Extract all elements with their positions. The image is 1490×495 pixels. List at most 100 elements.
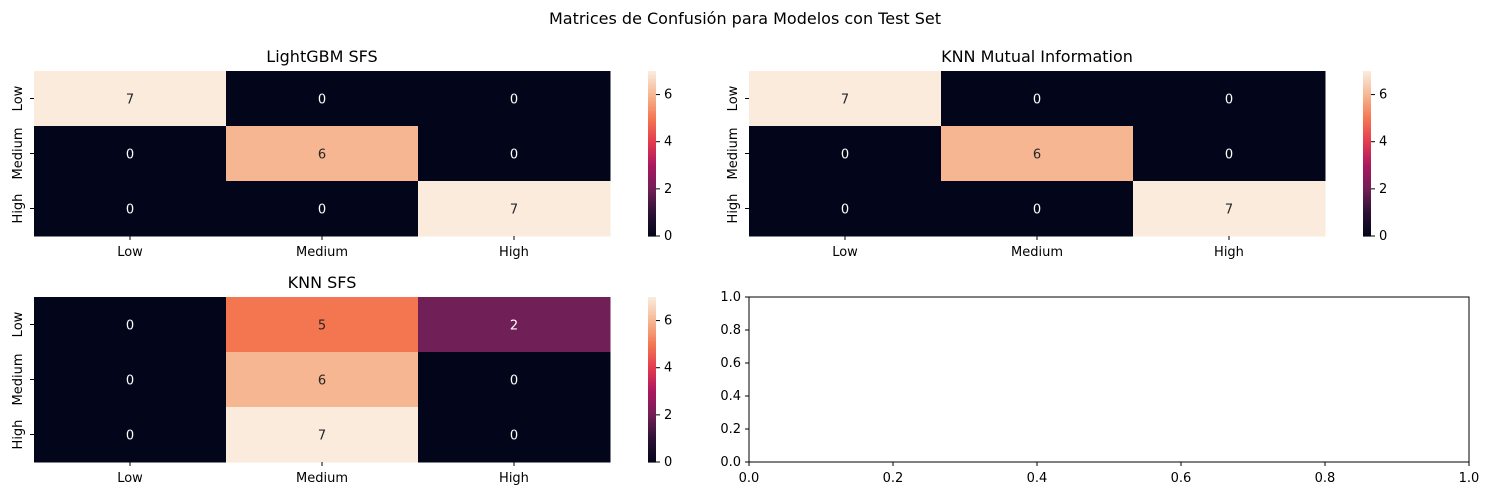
y-tick-label: High (11, 420, 26, 450)
colorbar-gradient-step (1363, 134, 1371, 137)
colorbar-gradient-step (648, 374, 656, 376)
colorbar: 0 2 4 6 (648, 297, 672, 470)
colorbar-gradient-step (1363, 218, 1371, 221)
colorbar-gradient-step (648, 76, 656, 79)
heatmap-cell (418, 126, 611, 182)
colorbar-gradient-step (1363, 79, 1371, 82)
colorbar-gradient-step (648, 179, 656, 182)
cell-value-label: 2 (510, 319, 518, 334)
colorbar-gradient-step (1363, 175, 1371, 178)
colorbar-gradient-step (1363, 131, 1371, 134)
cell-value-label: 0 (841, 203, 849, 218)
colorbar-gradient-step (1363, 137, 1371, 139)
colorbar-gradient-step (1363, 102, 1371, 105)
colorbar-gradient-step (648, 387, 656, 390)
colorbar-gradient-step (1363, 113, 1371, 116)
colorbar-gradient-step (648, 201, 656, 204)
cell-value-label: 0 (126, 319, 134, 334)
x-tick-label: 0.4 (1027, 471, 1048, 486)
x-tick-label: Low (832, 245, 858, 260)
colorbar-gradient-step (648, 90, 656, 93)
colorbar-gradient-step (648, 211, 656, 214)
colorbar-gradient-step (1363, 227, 1371, 230)
colorbar-gradient-step (648, 84, 656, 87)
colorbar-gradient-step (648, 320, 656, 323)
colorbar-gradient-step (648, 309, 656, 312)
y-tick-label: Medium (11, 128, 26, 180)
x-tick-label: Medium (296, 471, 348, 486)
colorbar-gradient-step (648, 117, 656, 120)
colorbar-gradient-step (1363, 142, 1371, 145)
colorbar-gradient-step (648, 222, 656, 225)
colorbar-gradient-step (1363, 109, 1371, 112)
colorbar-gradient-step (648, 142, 656, 145)
colorbar-gradient-step (648, 449, 656, 452)
heatmap-cell (418, 352, 611, 408)
colorbar-gradient-step (648, 426, 656, 429)
colorbar-gradient-step (648, 160, 656, 163)
colorbar-gradient-step (648, 336, 656, 339)
colorbar-gradient-step (648, 181, 656, 183)
colorbar-gradient-step (648, 72, 656, 75)
colorbar-gradient-step (648, 121, 656, 124)
colorbar-gradient-step (1363, 189, 1371, 192)
colorbar-gradient-step (648, 402, 656, 405)
colorbar-gradient-step (1363, 200, 1371, 203)
colorbar-gradient-step (648, 203, 656, 205)
colorbar-gradient-step (1363, 183, 1371, 186)
colorbar-gradient-step (1363, 71, 1371, 73)
colorbar-gradient-step (648, 139, 656, 142)
colorbar-gradient-step (648, 325, 656, 328)
colorbar-gradient-step (648, 375, 656, 378)
colorbar-tick-label: 2 (664, 408, 672, 423)
colorbar-gradient-step (648, 156, 656, 159)
colorbar-tick-label: 6 (664, 88, 672, 103)
colorbar-tick-label: 0 (1379, 229, 1387, 244)
colorbar-gradient-step (648, 79, 656, 82)
colorbar-gradient-step (1363, 161, 1371, 164)
y-tick-label: 0.6 (720, 356, 741, 371)
colorbar-gradient-step (1363, 186, 1371, 189)
colorbar-gradient-step (648, 332, 656, 335)
colorbar-gradient-step (648, 422, 656, 425)
colorbar-gradient-step (648, 170, 656, 172)
colorbar: 0 2 4 6 (648, 71, 672, 244)
colorbar-gradient-step (648, 347, 656, 350)
colorbar-gradient-step (648, 444, 656, 447)
colorbar-gradient-step (648, 164, 656, 167)
cell-value-label: 7 (841, 93, 849, 108)
colorbar-gradient-step (1363, 198, 1371, 201)
axes-frame (748, 296, 1470, 463)
colorbar-gradient-step (648, 452, 656, 455)
colorbar-gradient-step (648, 352, 656, 354)
colorbar-gradient-step (1363, 124, 1371, 127)
colorbar-gradient-step (1363, 115, 1371, 117)
colorbar-gradient-step (1363, 90, 1371, 93)
colorbar-gradient-step (1363, 117, 1371, 120)
colorbar-gradient-step (1363, 196, 1371, 199)
colorbar-gradient-step (648, 185, 656, 188)
colorbar-gradient-step (648, 233, 656, 236)
colorbar-gradient-step (648, 420, 656, 423)
colorbar-gradient-step (648, 91, 656, 94)
colorbar-gradient-step (648, 143, 656, 146)
colorbar-gradient-step (1363, 156, 1371, 159)
colorbar-gradient-step (1363, 165, 1371, 168)
x-tick-label: Medium (1011, 245, 1063, 260)
colorbar-gradient-step (648, 371, 656, 374)
colorbar-gradient-step (1363, 215, 1371, 218)
heatmap-cell (34, 126, 227, 182)
cell-value-label: 0 (126, 203, 134, 218)
colorbar-gradient-step (648, 345, 656, 348)
x-tick-label: 0.6 (1171, 471, 1192, 486)
colorbar-gradient-step (648, 148, 656, 150)
colorbar-gradient-step (648, 197, 656, 200)
colorbar-gradient-step (1363, 229, 1371, 232)
colorbar-gradient-step (648, 200, 656, 203)
colorbar-gradient-step (1363, 95, 1371, 98)
colorbar-gradient-step (648, 393, 656, 396)
heatmap-cell (226, 352, 419, 408)
heatmap-cell (749, 126, 942, 182)
colorbar-gradient-step (1363, 87, 1371, 90)
colorbar-gradient-step (1363, 116, 1371, 119)
